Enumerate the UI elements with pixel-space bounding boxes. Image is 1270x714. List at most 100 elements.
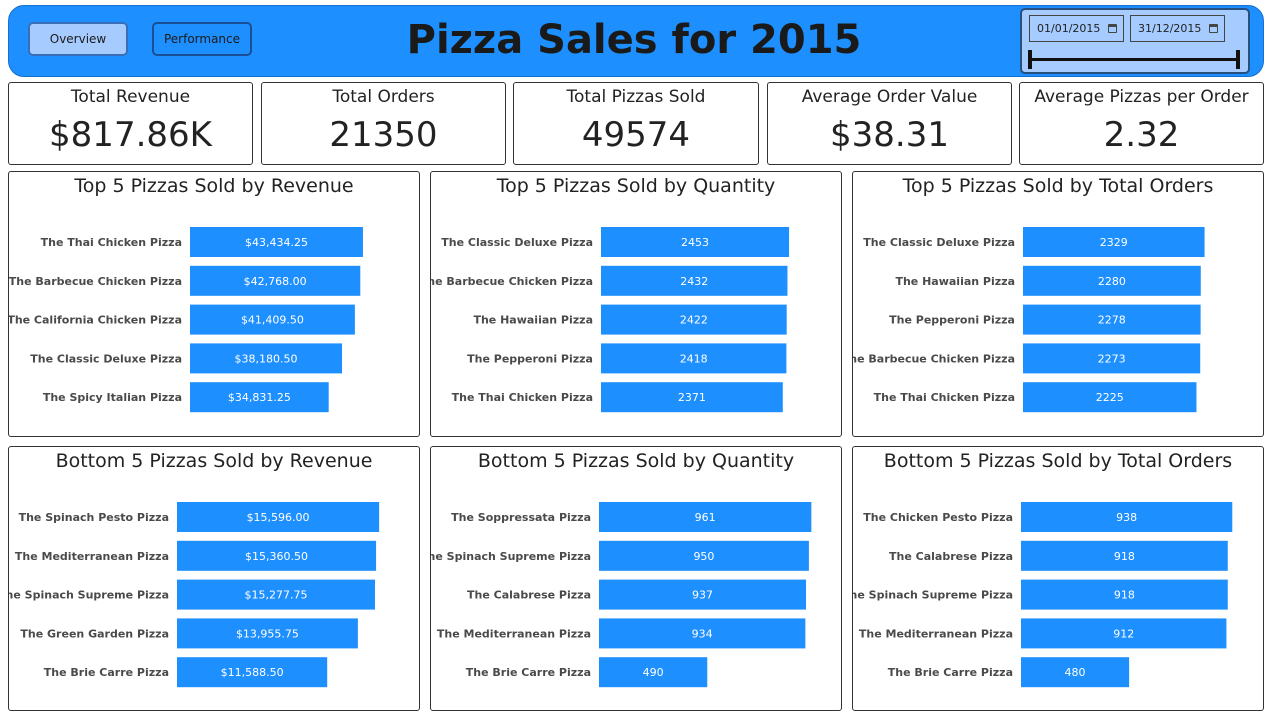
data-label: 2329 — [1100, 236, 1128, 249]
page-title: Pizza Sales for 2015 — [406, 17, 862, 63]
start-date-field[interactable]: 01/01/2015 — [1029, 15, 1124, 42]
data-label: 918 — [1114, 550, 1135, 563]
bar[interactable] — [1023, 304, 1201, 335]
bar[interactable] — [599, 579, 807, 610]
chart-title: Top 5 Pizzas Sold by Quantity — [496, 175, 776, 197]
performance-button[interactable]: Performance — [152, 22, 252, 56]
data-label: $15,360.50 — [245, 550, 308, 563]
data-label: $15,596.00 — [247, 511, 310, 524]
data-label: $38,180.50 — [235, 352, 298, 365]
bar[interactable] — [190, 343, 343, 374]
overview-button[interactable]: Overview — [28, 22, 128, 56]
end-date-value: 31/12/2015 — [1138, 22, 1202, 35]
category-label: The Classic Deluxe Pizza — [441, 236, 593, 249]
data-label: 961 — [695, 511, 716, 524]
category-label: The Calabrese Pizza — [467, 589, 591, 602]
category-label: The Brie Carre Pizza — [466, 666, 591, 679]
bar[interactable] — [177, 502, 380, 532]
chart-title: Bottom 5 Pizzas Sold by Revenue — [55, 450, 373, 472]
category-label: The Barbecue Chicken Pizza — [9, 275, 182, 288]
bar[interactable] — [601, 304, 787, 335]
bar[interactable] — [1023, 382, 1197, 413]
bar[interactable] — [1023, 343, 1201, 374]
category-label: The Thai Chicken Pizza — [874, 391, 1015, 404]
bar[interactable] — [599, 618, 806, 649]
bar[interactable] — [601, 382, 783, 413]
category-label: The Barbecue Chicken Pizza — [431, 275, 593, 288]
bar[interactable] — [599, 657, 708, 688]
data-label: $41,409.50 — [241, 314, 304, 327]
kpi-card-total-pizzas-sold: Total Pizzas Sold 49574 — [513, 82, 759, 165]
chart-top5-orders: Top 5 Pizzas Sold by Total Orders The Cl… — [852, 171, 1264, 437]
category-label: The Hawaiian Pizza — [473, 314, 593, 327]
data-label: 2278 — [1098, 314, 1126, 327]
chart-top5-revenue: Top 5 Pizzas Sold by Revenue The Thai Ch… — [8, 171, 420, 437]
data-label: $34,831.25 — [228, 391, 291, 404]
bar[interactable] — [601, 343, 787, 374]
data-label: 937 — [692, 589, 713, 602]
end-date-field[interactable]: 31/12/2015 — [1130, 15, 1225, 42]
category-label: The Pepperoni Pizza — [889, 314, 1015, 327]
bar[interactable] — [1021, 579, 1228, 610]
bar[interactable] — [1021, 540, 1228, 571]
date-range-slicer: 01/01/2015 31/12/2015 — [1020, 8, 1250, 74]
data-label: 2273 — [1098, 352, 1126, 365]
kpi-card-total-revenue: Total Revenue $817.86K — [8, 82, 253, 165]
bar-chart-plot: The Classic Deluxe Pizza 2453 The Barbecue… — [431, 227, 790, 413]
bar[interactable] — [601, 265, 788, 296]
category-label: The Spinach Pesto Pizza — [19, 511, 169, 524]
bar[interactable] — [599, 502, 812, 532]
bar[interactable] — [190, 265, 361, 296]
category-label: The Soppressata Pizza — [451, 511, 591, 524]
bar[interactable] — [1023, 227, 1205, 257]
data-label: 950 — [693, 550, 714, 563]
category-label: The Mediterranean Pizza — [15, 550, 169, 563]
bar[interactable] — [601, 227, 790, 257]
data-label: 918 — [1114, 589, 1135, 602]
bar-chart-plot: The Soppressata Pizza 961 The Spinach Supr… — [431, 502, 812, 688]
chart-bottom5-revenue: Bottom 5 Pizzas Sold by Revenue The Spin… — [8, 446, 420, 711]
bar[interactable] — [177, 579, 376, 610]
category-label: The Classic Deluxe Pizza — [30, 352, 182, 365]
chart-top5-quantity: Top 5 Pizzas Sold by Quantity The Classi… — [430, 171, 842, 437]
kpi-label: Total Revenue — [70, 87, 191, 107]
category-label: The Pepperoni Pizza — [467, 352, 593, 365]
category-label: The Thai Chicken Pizza — [41, 236, 182, 249]
bar[interactable] — [190, 304, 355, 335]
bar[interactable] — [190, 227, 363, 257]
category-label: The Spinach Supreme Pizza — [9, 589, 169, 602]
kpi-card-total-orders: Total Orders 21350 — [261, 82, 506, 165]
kpi-card-average-pizzas-per-order: Average Pizzas per Order 2.32 — [1019, 82, 1264, 165]
chart-bottom5-quantity: Bottom 5 Pizzas Sold by Quantity The Sop… — [430, 446, 842, 711]
range-start-handle[interactable] — [1028, 50, 1032, 69]
bar[interactable] — [190, 382, 329, 413]
bar[interactable] — [1023, 265, 1201, 296]
data-label: 2422 — [680, 314, 708, 327]
category-label: The Brie Carre Pizza — [44, 666, 169, 679]
kpi-label: Total Orders — [332, 87, 435, 107]
data-label: 2371 — [678, 391, 706, 404]
bar[interactable] — [177, 618, 358, 649]
bar[interactable] — [1021, 502, 1233, 532]
bar-chart-plot: The Chicken Pesto Pizza 938 The Calabrese … — [853, 502, 1233, 688]
date-range-track[interactable] — [1029, 58, 1239, 61]
category-label: The Mediterranean Pizza — [437, 627, 591, 640]
range-end-handle[interactable] — [1236, 50, 1240, 69]
data-label: $43,434.25 — [245, 236, 308, 249]
chart-title: Bottom 5 Pizzas Sold by Total Orders — [883, 450, 1233, 472]
bar[interactable] — [177, 540, 377, 571]
calendar-icon — [1209, 24, 1218, 33]
kpi-value: 49574 — [581, 115, 691, 155]
bar[interactable] — [1021, 657, 1130, 688]
category-label: The Spinach Supreme Pizza — [431, 550, 591, 563]
data-label: 912 — [1113, 627, 1134, 640]
data-label: 2453 — [681, 236, 709, 249]
bar[interactable] — [177, 657, 328, 688]
bar[interactable] — [1021, 618, 1227, 649]
bar-chart-plot: The Classic Deluxe Pizza 2329 The Hawaiian… — [853, 227, 1205, 413]
data-label: 2432 — [680, 275, 708, 288]
bar[interactable] — [599, 540, 809, 571]
category-label: The Brie Carre Pizza — [888, 666, 1013, 679]
data-label: 490 — [643, 666, 664, 679]
start-date-value: 01/01/2015 — [1037, 22, 1101, 35]
